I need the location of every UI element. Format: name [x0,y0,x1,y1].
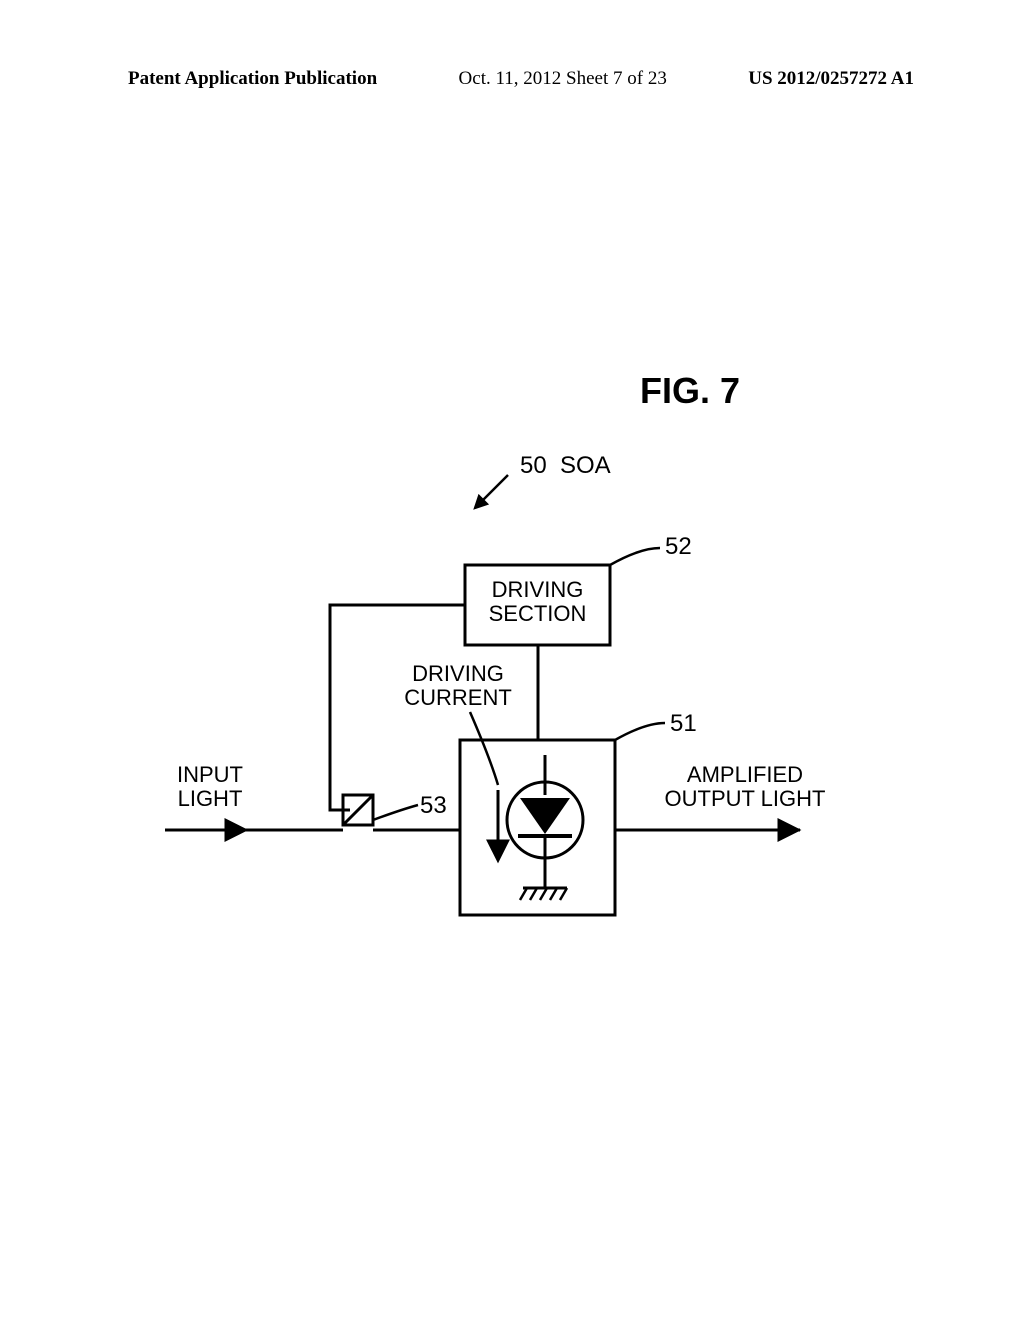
output-light-label: AMPLIFIED OUTPUT LIGHT [650,763,840,811]
driving-current-label: DRIVING CURRENT [388,662,528,710]
ref-52: 52 [665,533,692,561]
leader-51 [615,723,665,740]
diode-triangle [520,798,570,834]
leader-52 [610,548,660,565]
ref-53: 53 [420,792,447,820]
ref-arrow-50 [475,475,508,508]
input-light-label: INPUT LIGHT [155,763,265,811]
figure-diagram [0,0,1024,1320]
ref-51: 51 [670,710,697,738]
leader-53 [373,805,418,820]
ref-50: 50 [520,452,547,480]
leader-driving-current [470,712,498,785]
soa-text: SOA [560,452,611,480]
ground-symbol [520,888,567,900]
driving-section-label: DRIVING SECTION [475,578,600,626]
